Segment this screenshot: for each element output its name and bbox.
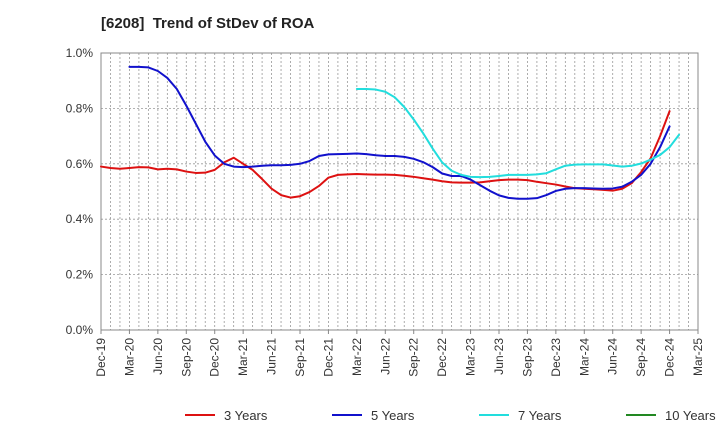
axis-layer: 0.0% 0.2% 0.4% 0.6% 0.8% 1.0% Dec-19 Mar-20 Jun-… xyxy=(66,46,705,377)
x-tick-label: Dec-23 xyxy=(549,338,563,377)
x-tick-label: Mar-25 xyxy=(691,338,705,376)
legend-label: 5 Years xyxy=(371,408,415,423)
legend-label: 3 Years xyxy=(224,408,268,423)
x-tick-label: Mar-23 xyxy=(464,338,478,376)
legend-label: 7 Years xyxy=(518,408,562,423)
plot-frame xyxy=(100,52,699,331)
x-tick-label: Sep-20 xyxy=(179,338,193,377)
y-tick-label: 0.4% xyxy=(66,212,94,226)
series-line-5-years xyxy=(128,65,671,200)
series-line-7-years xyxy=(355,88,681,179)
x-tick-label: Sep-21 xyxy=(293,338,307,377)
plot-area xyxy=(101,53,698,330)
x-tick-label: Jun-24 xyxy=(606,338,620,375)
x-tick-label: Sep-24 xyxy=(634,338,648,377)
x-tick-label: Dec-20 xyxy=(208,338,222,377)
series-layer xyxy=(100,65,681,200)
x-tick-label: Jun-21 xyxy=(265,338,279,375)
y-tick-label: 0.8% xyxy=(66,101,94,115)
x-tick-label: Jun-20 xyxy=(151,338,165,375)
x-tick-label: Mar-20 xyxy=(122,338,136,376)
y-tick-label: 1.0% xyxy=(66,46,94,60)
x-tick-label: Mar-22 xyxy=(350,338,364,376)
y-tick-label: 0.0% xyxy=(66,323,94,337)
legend: 3 Years 5 Years 7 Years 10 Years xyxy=(185,408,716,423)
x-tick-label: Dec-22 xyxy=(435,338,449,377)
x-tick-label: Jun-23 xyxy=(492,338,506,375)
x-tick-label: Jun-22 xyxy=(378,338,392,375)
x-tick-label: Mar-21 xyxy=(236,338,250,376)
x-tick-label: Dec-19 xyxy=(94,338,108,377)
grid-layer xyxy=(101,52,698,330)
x-tick-label: Mar-24 xyxy=(577,338,591,376)
y-tick-label: 0.2% xyxy=(66,268,94,282)
x-tick-label: Sep-23 xyxy=(520,338,534,377)
x-tick-label: Dec-21 xyxy=(321,338,335,377)
y-tick-label: 0.6% xyxy=(66,157,94,171)
x-tick-label: Dec-24 xyxy=(663,338,677,377)
legend-label: 10 Years xyxy=(665,408,716,423)
chart-title: [6208] Trend of StDev of ROA xyxy=(101,15,315,32)
x-tick-label: Sep-22 xyxy=(407,338,421,377)
